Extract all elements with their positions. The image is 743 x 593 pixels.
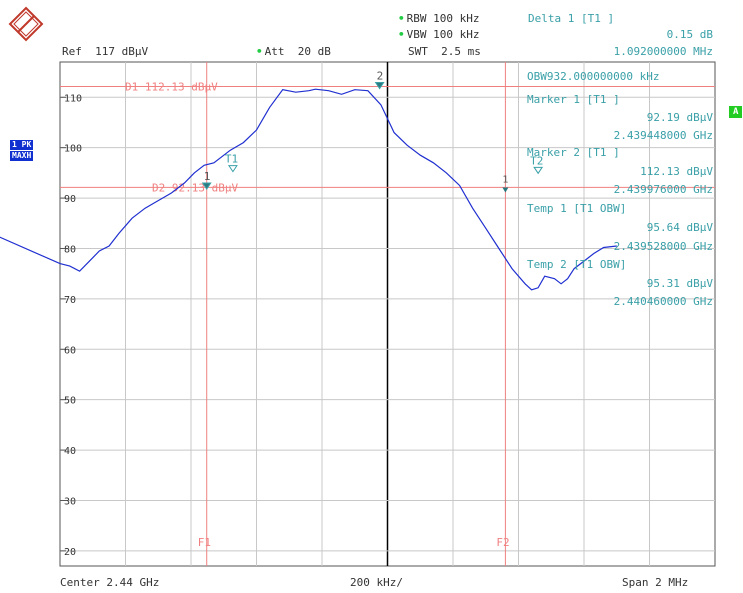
info-line: Temp 2 [T1 OBW] (527, 258, 627, 271)
trace-detector-badge: MAXH (10, 151, 34, 161)
info-line: 112.13 dBµV (640, 165, 713, 178)
info-line: 95.64 dBµV (646, 221, 713, 234)
marker-label: T2 (530, 154, 543, 167)
division-scale: 200 kHz/ (350, 576, 403, 589)
y-tick-label: 100 (64, 144, 82, 155)
y-tick-label: 70 (64, 295, 76, 306)
display-line-label: D1 112.13 dBµV (125, 81, 218, 94)
a-indicator-badge: A (729, 106, 743, 118)
info-line: 2.439976000 GHz (613, 183, 713, 196)
rbw-readout: • RBW 100 kHz (398, 12, 480, 25)
y-tick-label: 40 (64, 446, 76, 457)
marker-label: T1 (225, 153, 238, 166)
marker-triangle (533, 166, 544, 175)
info-line: 2.439528000 GHz (613, 240, 713, 253)
vbw-readout: • VBW 100 kHz (398, 28, 480, 41)
info-line: Temp 1 [T1 OBW] (527, 202, 627, 215)
y-tick-label: 60 (64, 345, 76, 356)
info-line: OBW932.000000000 kHz (527, 70, 660, 83)
spectrum-trace (0, 88, 617, 291)
marker-label: 1 (204, 170, 211, 183)
info-line: 92.19 dBµV (646, 111, 713, 124)
display-line-label: D2 92.13 dBµV (152, 181, 238, 194)
info-line: Marker 2 [T1 ] (527, 146, 620, 159)
ref-readout: Ref 117 dBµV (62, 45, 149, 58)
y-tick-label: 20 (64, 547, 76, 558)
marker-triangle (227, 165, 238, 173)
marker-triangle (374, 82, 385, 90)
info-line: 2.439448000 GHz (613, 129, 713, 142)
frequency-line-label: F1 (198, 536, 211, 549)
info-line: Marker 1 [T1 ] (527, 93, 620, 106)
att-readout: • Att 20 dB (256, 45, 331, 58)
delta-title: Delta 1 [T1 ] (528, 12, 615, 25)
center-marker-label: 1 (502, 175, 508, 186)
delta-frequency: 1.092000000 MHz (613, 45, 713, 58)
trace-mode-badge: 1 PK (10, 140, 34, 150)
y-tick-label: 90 (64, 194, 76, 205)
y-tick-label: 110 (64, 93, 82, 104)
y-tick-label: 30 (64, 496, 76, 507)
rs-logo (8, 6, 44, 42)
info-line: 2.440460000 GHz (613, 295, 713, 308)
center-frequency: Center 2.44 GHz (60, 576, 160, 589)
marker-label: 2 (377, 70, 384, 83)
info-line: 95.31 dBµV (646, 277, 713, 290)
center-marker (502, 187, 509, 193)
span-readout: Span 2 MHz (622, 576, 689, 589)
y-tick-label: 50 (64, 396, 76, 407)
frequency-line-label: F2 (496, 536, 509, 549)
y-tick-label: 80 (64, 244, 76, 255)
marker-triangle (201, 182, 212, 190)
delta-level: 0.15 dB (666, 28, 713, 41)
swt-readout: SWT 2.5 ms (408, 45, 481, 58)
